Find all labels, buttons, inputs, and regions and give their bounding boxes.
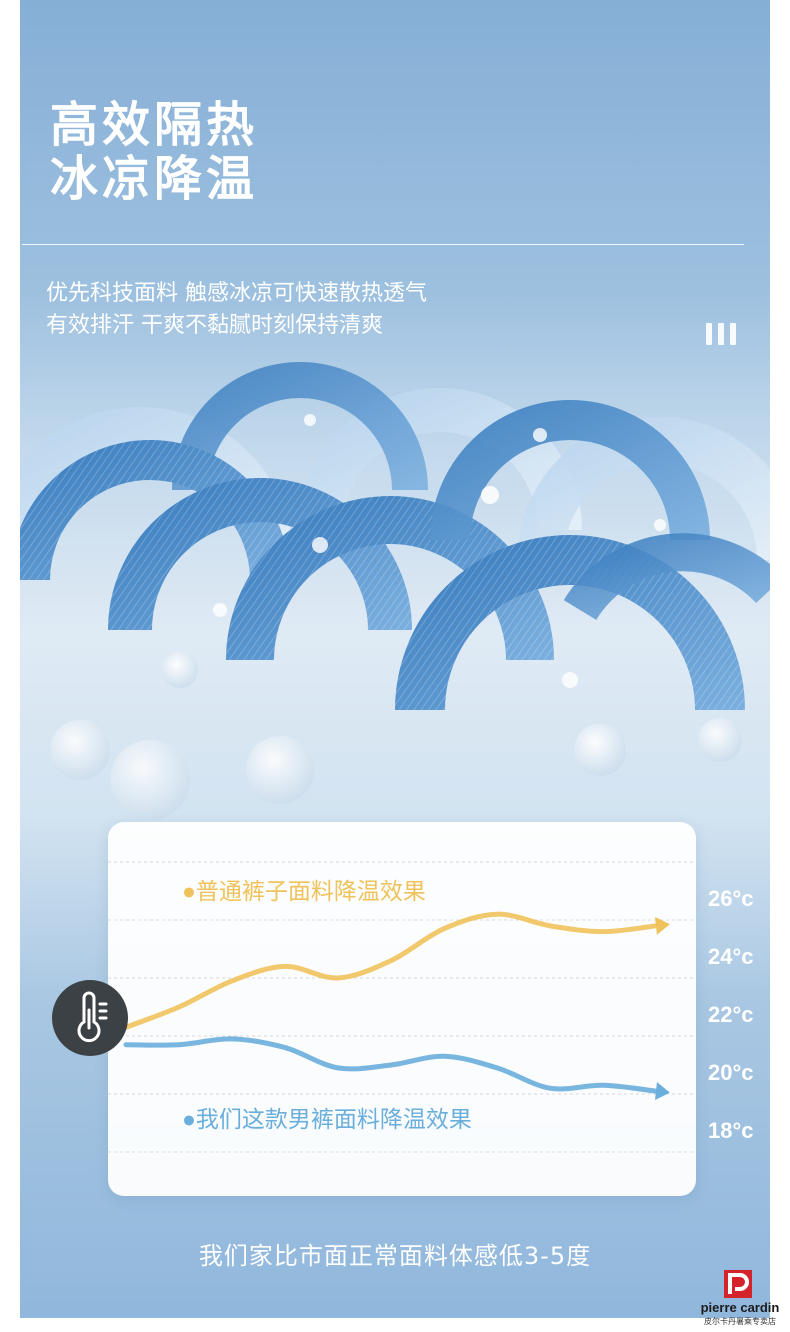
comparison-chart-card: ●普通裤子面料降温效果 ●我们这款男裤面料降温效果	[108, 822, 696, 1196]
thermometer-badge	[52, 980, 128, 1056]
series-arrowhead-2	[655, 1082, 670, 1101]
product-panel: 高效隔热 冰凉降温 优先科技面料 触感冰凉可快速散热透气 有效排汗 干爽不黏腻时…	[20, 0, 770, 1318]
series-line-2	[123, 1036, 659, 1094]
thermometer-icon	[77, 991, 108, 1043]
brand-logo: pierre cardin 皮尔卡丹暑乘专卖店	[690, 1268, 790, 1332]
temperature-chart: ●普通裤子面料降温效果 ●我们这款男裤面料降温效果	[108, 861, 696, 1153]
subtitle: 优先科技面料 触感冰凉可快速散热透气 有效排汗 干爽不黏腻时刻保持清爽	[46, 278, 427, 342]
series-line-1	[123, 911, 659, 1030]
fabric-coils-illustration	[20, 362, 770, 820]
y-axis-labels: 26°c24°c22°c20°c18°c16°c	[708, 886, 754, 1143]
series-arrowhead-1	[655, 916, 670, 935]
decorative-bars	[706, 323, 742, 345]
headline-line-1: 高效隔热	[50, 97, 259, 153]
headline: 高效隔热 冰凉降温	[50, 98, 258, 206]
y-tick-label: 26°c	[708, 886, 754, 911]
y-tick-label: 22°c	[708, 1002, 754, 1027]
subtitle-line-2: 有效排汗 干爽不黏腻时刻保持清爽	[46, 313, 383, 338]
pierre-cardin-logo-icon	[724, 1270, 752, 1298]
headline-line-2: 冰凉降温	[50, 151, 259, 207]
divider	[22, 244, 744, 245]
brand-store-name: 皮尔卡丹暑乘专卖店	[704, 1317, 776, 1326]
y-tick-label: 20°c	[708, 1060, 754, 1085]
y-tick-label: 24°c	[708, 944, 754, 969]
legend-label-1: ●普通裤子面料降温效果	[182, 878, 426, 904]
footer-claim: 我们家比市面正常面料体感低3-5度	[198, 1242, 592, 1270]
brand-name: pierre cardin	[700, 1300, 780, 1315]
y-tick-label: 18°c	[708, 1118, 754, 1143]
legend-label-2: ●我们这款男裤面料降温效果	[182, 1106, 472, 1132]
subtitle-line-1: 优先科技面料 触感冰凉可快速散热透气	[46, 281, 427, 306]
